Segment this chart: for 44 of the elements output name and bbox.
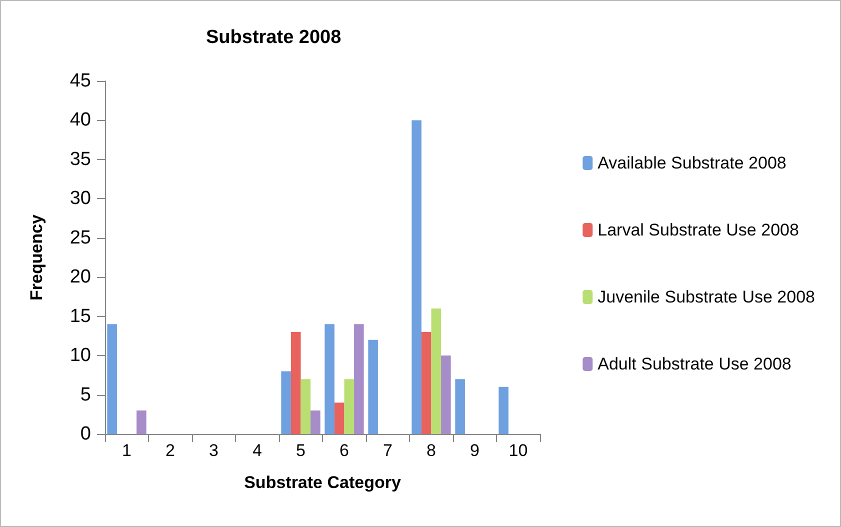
y-tick-label: 35	[70, 148, 91, 170]
legend-label: Available Substrate 2008	[598, 154, 786, 172]
y-tick-label: 25	[70, 227, 91, 248]
bar	[431, 308, 442, 434]
bar	[421, 332, 432, 434]
bar	[281, 371, 291, 434]
x-tick-label: 7	[383, 441, 392, 460]
x-tick-label: 1	[122, 441, 132, 460]
x-tick-label: 5	[296, 441, 306, 460]
x-tick-label: 2	[166, 441, 175, 460]
y-axis-title: Frequency	[27, 214, 46, 300]
x-axis-title: Substrate Category	[244, 473, 402, 492]
bar	[412, 120, 422, 434]
y-tick-label: 5	[80, 384, 91, 406]
x-tick-label: 8	[426, 441, 436, 460]
legend-label: Juvenile Substrate Use 2008	[598, 288, 816, 306]
bar	[107, 324, 117, 434]
bar	[455, 379, 465, 434]
x-tick-label: 4	[252, 441, 262, 460]
bar	[136, 410, 146, 434]
y-tick-label: 10	[70, 345, 91, 366]
bar	[310, 410, 320, 434]
bar	[441, 356, 451, 434]
bar	[324, 324, 334, 434]
bar	[368, 340, 378, 434]
y-tick-label: 40	[70, 110, 91, 131]
x-tick-label: 6	[340, 441, 349, 460]
bar	[498, 386, 508, 434]
y-tick-label: 45	[70, 70, 91, 92]
bar	[290, 332, 301, 434]
x-tick-label: 9	[470, 441, 480, 460]
legend-label: Adult Substrate Use 2008	[598, 354, 792, 374]
y-tick-label: 15	[70, 306, 91, 327]
y-tick-label: 0	[80, 424, 91, 444]
bar	[334, 402, 344, 434]
x-tick-label: 10	[508, 441, 528, 460]
bar	[344, 379, 354, 434]
bar	[300, 379, 311, 434]
y-tick-label: 20	[70, 266, 91, 288]
legend-label: Larval Substrate Use 2008	[598, 220, 799, 240]
y-tick-label: 30	[70, 188, 91, 210]
x-tick-label: 3	[209, 441, 218, 460]
chart-title: Substrate 2008	[206, 27, 342, 48]
bar	[354, 324, 364, 434]
